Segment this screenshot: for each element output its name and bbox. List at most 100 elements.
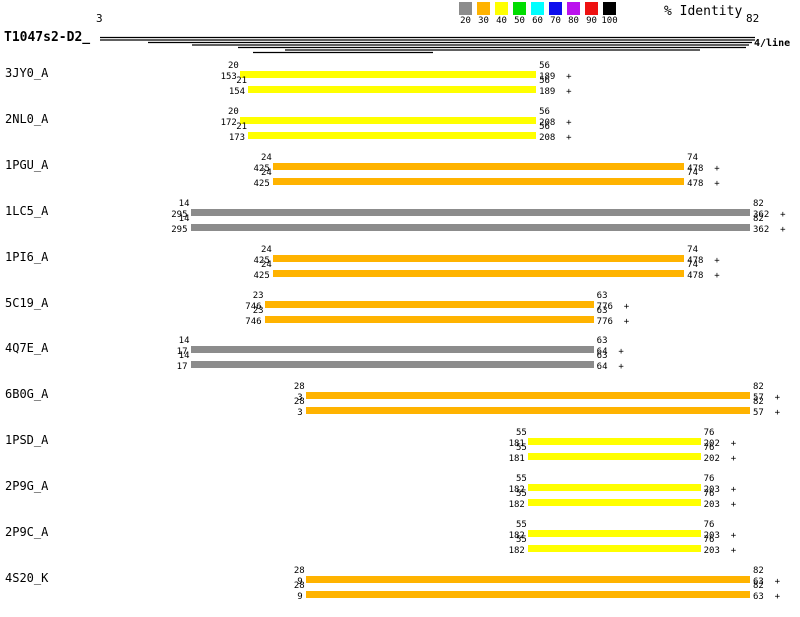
- legend-item: 90: [585, 2, 598, 26]
- alignment-segment: 23 746 63 776 +: [0, 306, 800, 327]
- alignment-segment: 23 746 63 776 +: [0, 291, 800, 311]
- hit-end-strand-label: 57 +: [753, 393, 781, 404]
- alignment-bar: [248, 86, 537, 93]
- ruler-end-label: 82: [746, 12, 760, 25]
- hit-start-label: 425: [253, 255, 270, 266]
- alignment-bar: [264, 300, 594, 308]
- alignment-segment: 14 17 63 64 +: [0, 337, 800, 357]
- alignment-segment: 55 181 76 202 +: [0, 444, 800, 465]
- identity-legend: 20 30 40 50 60 70 80 90 100: [459, 2, 618, 26]
- hit-end-strand-label: 208 +: [539, 132, 572, 143]
- legend-swatch: [531, 2, 544, 15]
- hit-row: 1LC5_A 14 295 82 362 + 14 295 82 362 +: [0, 199, 800, 250]
- alignment-bar: [190, 208, 750, 216]
- alignment-segment: 14 17 63 64 +: [0, 352, 800, 373]
- query-start-label: 20: [228, 61, 239, 71]
- query-end-label: 76: [703, 428, 715, 439]
- legend-swatch: [495, 2, 508, 15]
- hit-id-label: 1PGU_A: [5, 157, 49, 172]
- alignment-segment: 24 425 74 478 +: [0, 245, 800, 266]
- query-end-label: 56: [539, 76, 550, 86]
- alignment-segment: 55 181 76 202 +: [0, 429, 800, 449]
- alignment-bar: [190, 346, 594, 354]
- hit-end-strand-label: 203 +: [703, 500, 737, 511]
- legend-swatch: [459, 2, 472, 15]
- legend-item: 70: [549, 2, 562, 26]
- legend-item: 60: [531, 2, 544, 26]
- hit-id-label: 1PSD_A: [5, 433, 49, 448]
- hit-end-strand-label: 63 +: [753, 576, 781, 587]
- query-end-label: 82: [753, 213, 764, 224]
- hit-end-strand-label: 189 +: [539, 72, 572, 82]
- query-start-label: 24: [260, 152, 272, 163]
- legend-swatch: [585, 2, 598, 15]
- hit-start-label: 173: [228, 132, 246, 143]
- query-end-label: 82: [753, 580, 764, 591]
- hit-start-label: 153: [220, 72, 237, 82]
- alignment-segment: 14 295 82 362 +: [0, 214, 800, 234]
- legend-item: 50: [513, 2, 526, 26]
- hit-start-label: 3: [297, 408, 303, 419]
- alignment-segment: 28 9 82 63 +: [0, 566, 800, 587]
- hit-end-strand-label: 776 +: [596, 316, 630, 327]
- legend-value-label: 30: [478, 16, 489, 26]
- hit-end-strand-label: 64 +: [596, 362, 624, 373]
- ruler-start-label: 3: [96, 12, 103, 25]
- hit-end-strand-label: 189 +: [539, 87, 572, 97]
- query-start-label: 23: [252, 305, 264, 316]
- query-end-label: 82: [753, 382, 764, 393]
- alignment-bar: [305, 575, 750, 583]
- query-end-label: 74: [687, 152, 699, 163]
- hit-end-strand-label: 203 +: [703, 485, 737, 496]
- query-start-label: 55: [516, 520, 527, 530]
- query-start-label: 24: [260, 167, 272, 178]
- hit-start-label: 182: [508, 531, 525, 541]
- legend-value-label: 50: [514, 16, 525, 26]
- alignment-segment: 55 182 76 203 +: [0, 475, 800, 496]
- query-start-label: 14: [178, 351, 190, 362]
- legend-value-label: 40: [496, 16, 507, 26]
- hit-end-strand-label: 203 +: [703, 531, 737, 541]
- hit-end-strand-label: 478 +: [687, 255, 720, 266]
- alignment-segment: 28 3 82 57 +: [0, 383, 800, 404]
- hit-id-label: 3JY0_A: [5, 66, 49, 80]
- query-end-label: 82: [753, 198, 764, 209]
- alignment-segment: 28 9 82 63 +: [0, 581, 800, 601]
- alignment-bar: [527, 499, 701, 507]
- hit-row: 6B0G_A 28 3 82 57 + 28 3 82 57 +: [0, 383, 800, 433]
- query-start-label: 55: [516, 443, 527, 454]
- query-end-label: 76: [703, 489, 715, 500]
- hit-start-label: 425: [253, 178, 270, 189]
- query-end-label: 63: [596, 336, 608, 347]
- hit-start-label: 182: [508, 546, 525, 556]
- query-end-label: 82: [753, 565, 764, 576]
- alignment-bar: [190, 223, 750, 231]
- query-end-label: 63: [596, 351, 608, 362]
- query-end-label: 56: [539, 61, 550, 71]
- hit-end-strand-label: 478 +: [687, 270, 720, 281]
- hit-row: 2P9C_A 55 182 76 203 + 55 182 76 203 +: [0, 521, 800, 571]
- alignment-bar: [264, 315, 594, 323]
- alignment-segment: 20 153 56 189 +: [0, 62, 800, 82]
- alignment-bar: [248, 131, 537, 139]
- hit-row: 4Q7E_A 14 17 63 64 + 14 17 63 64 +: [0, 337, 800, 387]
- query-start-label: 21: [236, 76, 248, 86]
- hit-end-strand-label: 478 +: [687, 178, 720, 189]
- hit-start-label: 3: [297, 393, 303, 404]
- hit-end-strand-label: 202 +: [703, 454, 737, 465]
- legend-title: % Identity: [664, 4, 743, 19]
- query-start-label: 21: [236, 121, 248, 132]
- legend-item: 80: [567, 2, 580, 26]
- legend-swatch: [513, 2, 526, 15]
- hit-start-label: 746: [245, 316, 262, 327]
- hit-end-strand-label: 203 +: [703, 546, 737, 556]
- query-title: T1047s2-D2_: [4, 30, 91, 45]
- legend-value-label: 80: [568, 16, 579, 26]
- query-end-label: 76: [703, 535, 715, 545]
- hit-id-label: 2P9C_A: [5, 525, 49, 539]
- hit-start-label: 154: [228, 87, 246, 97]
- query-start-label: 28: [293, 580, 305, 591]
- query-ruler: [100, 36, 755, 54]
- query-end-label: 56: [539, 121, 550, 132]
- alignment-bar: [272, 269, 685, 277]
